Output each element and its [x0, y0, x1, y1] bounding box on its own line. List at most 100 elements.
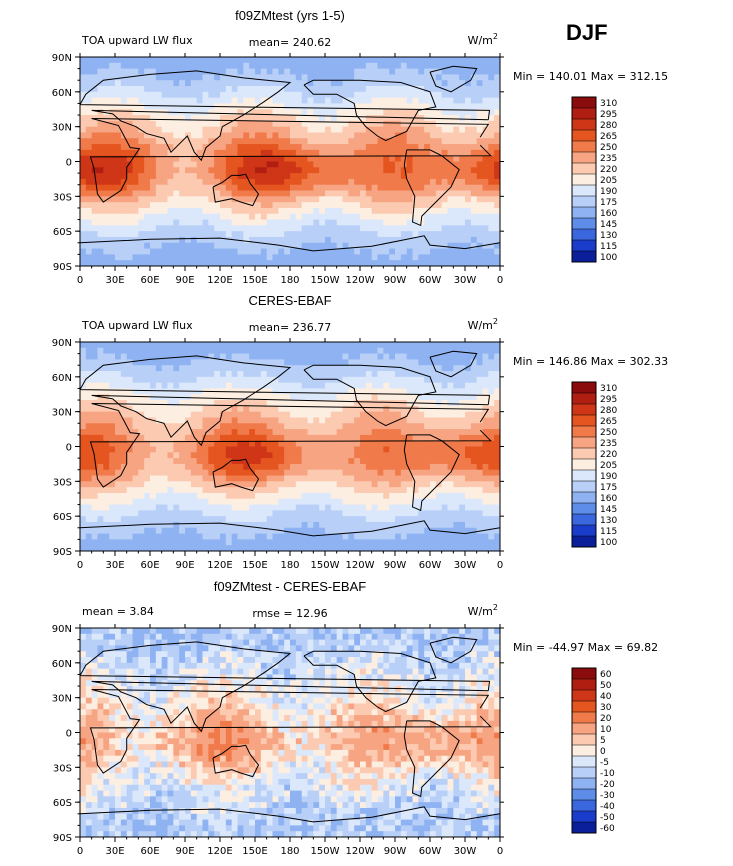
heatmap-cell [336, 202, 343, 209]
heatmap-cell [185, 161, 192, 168]
heatmap-cell [342, 487, 349, 494]
heatmap-cell [255, 138, 262, 145]
heatmap-cell [144, 155, 151, 162]
heatmap-cell [418, 242, 425, 250]
heatmap-cell [435, 347, 443, 355]
heatmap-cell [406, 184, 413, 192]
heatmap-cell [295, 161, 303, 168]
heatmap-cell [389, 109, 396, 116]
heatmap-cell [115, 109, 122, 116]
heatmap-cell [126, 190, 133, 197]
heatmap-cell [330, 115, 338, 122]
heatmap-cell [208, 202, 215, 209]
heatmap-cell [336, 97, 343, 104]
heatmap-cell [190, 167, 198, 174]
heatmap-cell [348, 400, 355, 407]
heatmap-cell [109, 492, 116, 500]
heatmap-cell [365, 74, 373, 81]
heatmap-cell [342, 498, 349, 506]
heatmap-cell [260, 196, 268, 203]
heatmap-cell [482, 423, 489, 430]
heatmap-cell [319, 248, 326, 255]
heatmap-cell [185, 347, 192, 355]
heatmap-cell [272, 213, 279, 221]
heatmap-cell [360, 394, 367, 401]
heatmap-cell [196, 225, 203, 232]
heatmap-cell [459, 202, 466, 209]
heatmap-cell [395, 481, 402, 488]
heatmap-cell [85, 231, 93, 238]
heatmap-cell [482, 458, 489, 465]
heatmap-cell [132, 365, 139, 372]
heatmap-cell [476, 371, 483, 378]
heatmap-cell [360, 103, 367, 110]
heatmap-cell [435, 126, 443, 133]
colorbar-swatch [572, 174, 596, 186]
heatmap-cell [482, 510, 489, 517]
heatmap-cell [470, 173, 478, 180]
heatmap-cell [325, 109, 332, 116]
heatmap-cell [144, 516, 151, 523]
heatmap-cell [459, 469, 466, 477]
heatmap-cell [249, 376, 256, 384]
heatmap-cell [330, 469, 338, 477]
heatmap-cell [441, 155, 448, 162]
heatmap-cell [301, 62, 308, 70]
heatmap-cell [389, 423, 396, 430]
heatmap-cell [103, 80, 110, 87]
heatmap-cell [278, 504, 285, 511]
heatmap-cell [231, 394, 238, 401]
heatmap-cell [348, 371, 355, 378]
heatmap-cell [266, 57, 273, 64]
heatmap-cell [179, 207, 186, 215]
heatmap-cell [290, 417, 297, 424]
heatmap-cell [185, 440, 192, 447]
heatmap-cell [126, 492, 133, 500]
heatmap-cell [109, 242, 116, 250]
heatmap-cell [231, 469, 238, 477]
heatmap-cell [255, 388, 262, 395]
heatmap-cell [325, 382, 332, 389]
heatmap-cell [441, 429, 448, 436]
heatmap-cell [470, 126, 478, 133]
heatmap-cell [260, 446, 268, 453]
heatmap-cell [220, 423, 227, 430]
heatmap-cell [441, 138, 448, 145]
heatmap-cell [249, 190, 256, 197]
heatmap-cell [313, 475, 320, 482]
heatmap-cell [225, 492, 233, 500]
heatmap-cell [132, 225, 139, 232]
heatmap-cell [278, 359, 285, 366]
heatmap-cell [91, 219, 98, 226]
heatmap-cell [354, 167, 361, 174]
heatmap-cell [85, 138, 93, 145]
heatmap-cell [377, 57, 384, 64]
heatmap-cell [225, 91, 233, 99]
heatmap-cell [470, 504, 478, 511]
heatmap-cell [284, 353, 291, 360]
heatmap-cell [80, 248, 87, 255]
heatmap-cell [249, 207, 256, 215]
heatmap-cell [494, 57, 500, 64]
heatmap-cell [494, 359, 500, 366]
heatmap-cell [179, 347, 186, 355]
heatmap-cell [360, 126, 367, 133]
heatmap-cell [465, 254, 472, 261]
heatmap-cell [109, 178, 116, 186]
heatmap-cell [319, 394, 326, 401]
heatmap-cell [295, 91, 303, 99]
heatmap-cell [383, 342, 390, 349]
heatmap-cell [126, 388, 133, 395]
heatmap-cell [167, 120, 174, 128]
heatmap-cell [214, 353, 221, 360]
heatmap-cell [336, 417, 343, 424]
heatmap-cell [447, 219, 454, 226]
heatmap-cell [395, 434, 402, 442]
heatmap-cell [272, 242, 279, 250]
heatmap-cell [190, 161, 198, 168]
heatmap-cell [488, 417, 495, 424]
heatmap-cell [85, 248, 93, 255]
heatmap-cell [272, 138, 279, 145]
heatmap-cell [447, 254, 454, 261]
heatmap-cell [430, 231, 437, 238]
